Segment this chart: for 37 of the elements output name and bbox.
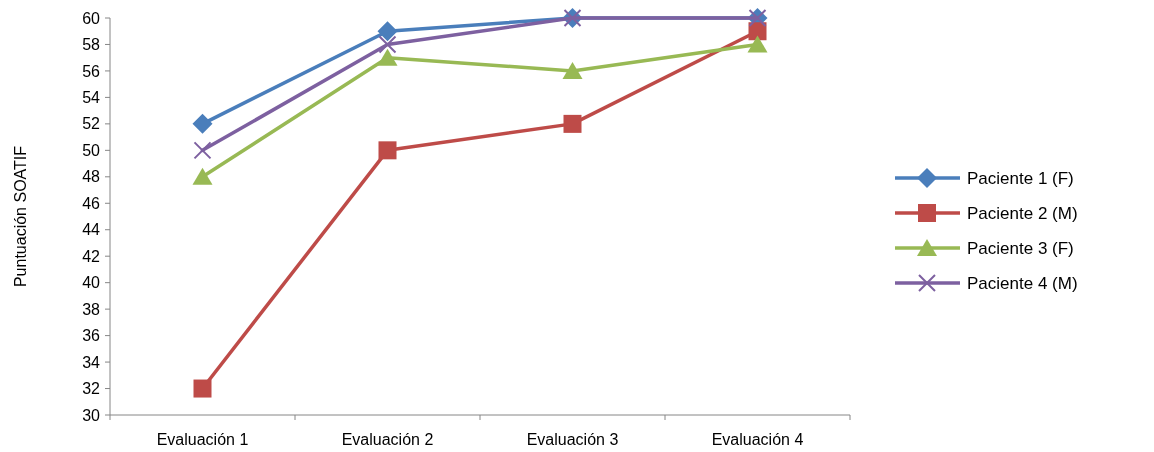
y-tick-label: 56 <box>82 62 101 80</box>
y-tick-label: 60 <box>82 9 101 27</box>
y-tick-label: 54 <box>82 89 101 106</box>
y-axis-title: Puntuación SOATIF <box>12 145 29 288</box>
y-tick-label: 42 <box>82 247 101 265</box>
x-tick-label: Evaluación 1 <box>156 431 249 448</box>
y-tick-label: 44 <box>82 221 101 239</box>
y-tick-label: 50 <box>82 141 101 159</box>
point <box>748 22 767 41</box>
point <box>378 35 397 54</box>
legend-label: Paciente 3 (F) <box>967 238 1074 258</box>
point <box>563 114 582 133</box>
y-tick-label: 30 <box>82 406 101 424</box>
y-tick-label: 38 <box>82 300 101 318</box>
y-tick-label: 48 <box>82 168 101 186</box>
y-tick-label: 32 <box>82 380 101 398</box>
y-tick-label: 46 <box>82 194 101 212</box>
y-tick-label: 34 <box>82 353 101 371</box>
point <box>377 48 398 66</box>
point <box>378 141 397 160</box>
y-tick-label: 36 <box>82 327 101 345</box>
y-tick-label: 40 <box>82 274 101 292</box>
legend-label: Paciente 2 (M) <box>967 203 1078 223</box>
point <box>747 35 768 53</box>
point <box>193 141 212 160</box>
x-tick-label: Evaluación 2 <box>341 431 434 448</box>
point <box>377 21 398 42</box>
y-tick-label: 58 <box>82 36 101 54</box>
y-tick-label: 52 <box>82 115 101 133</box>
point <box>192 167 213 185</box>
x-tick-label: Evaluación 3 <box>526 431 619 448</box>
legend-label: Paciente 4 (M) <box>967 273 1078 293</box>
point <box>192 113 213 134</box>
point <box>193 379 212 398</box>
point <box>562 61 583 79</box>
x-tick-label: Evaluación 4 <box>711 431 804 448</box>
legend-label: Paciente 1 (F) <box>967 168 1074 188</box>
